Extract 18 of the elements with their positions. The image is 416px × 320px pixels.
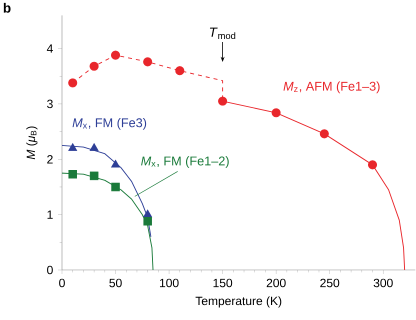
series-label: M$_{x}$, FM (Fe3) xyxy=(72,118,146,130)
x-tick-label: 0 xyxy=(59,278,65,288)
y-tick-label: 2 xyxy=(47,155,53,164)
y-tick-label: 3 xyxy=(47,100,53,108)
y-tick-label: 1 xyxy=(48,210,53,219)
x-tick-label: 300 xyxy=(374,278,393,288)
annotation: T$_{mod}$ xyxy=(210,28,236,40)
text: b xyxy=(4,2,11,13)
x-tick-label: 50 xyxy=(109,278,122,288)
y-tick-label: 0 xyxy=(47,266,53,274)
x-tick-label: 100 xyxy=(160,278,179,288)
y-tick-label: 4 xyxy=(46,44,53,53)
text: M$_{x}$, FM (Fe1–2) xyxy=(141,156,229,168)
x-axis-title: Temperature (K) xyxy=(196,296,282,308)
series-label: M$_{z}$, AFM (Fe1–3) xyxy=(284,81,380,94)
x-tick-label: 150 xyxy=(214,278,232,288)
x-tick-label: 250 xyxy=(320,278,340,288)
x-tick-label: 200 xyxy=(266,278,286,288)
